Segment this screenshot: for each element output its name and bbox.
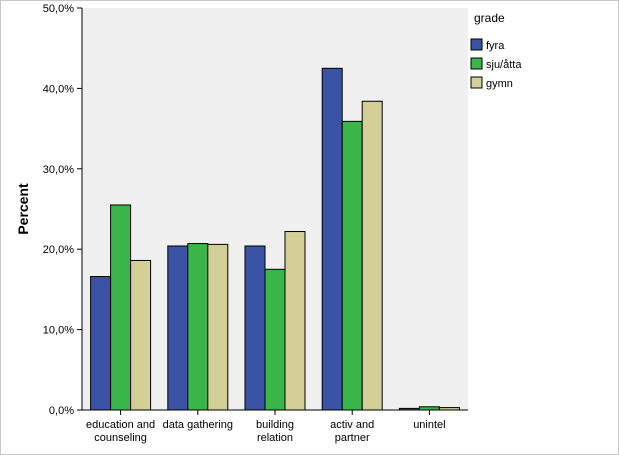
bar-gymn-2 — [284, 231, 306, 411]
legend-title: grade — [474, 11, 505, 25]
bar-gymn-3 — [361, 100, 383, 411]
x-category-label-line: unintel — [413, 419, 445, 431]
bar-fyra-2 — [244, 245, 266, 411]
x-category-label-line: counseling — [94, 432, 147, 444]
legend-label: sju/åtta — [486, 59, 522, 71]
bars — [90, 67, 460, 411]
y-tick-label: 0,0% — [49, 405, 74, 417]
legend-label: fyra — [486, 40, 505, 52]
x-category-label-line: building — [256, 419, 294, 431]
bar-fyra-3 — [321, 67, 343, 411]
x-category-label-line: education and — [86, 419, 155, 431]
x-category-label: data gathering — [163, 419, 233, 431]
y-tick-label: 50,0% — [43, 3, 74, 15]
legend-label: gymn — [486, 78, 513, 90]
x-category-label-line: data gathering — [163, 419, 233, 431]
y-tick-label: 30,0% — [43, 164, 74, 176]
x-axis: education and counseling data gathering bui… — [82, 409, 468, 444]
x-category-label-line: partner — [335, 432, 370, 444]
x-category-label: building relation — [256, 419, 294, 444]
x-category-label-line: activ and — [330, 419, 374, 431]
x-category-label: activ and partner — [330, 419, 374, 444]
bar-gymn-0 — [130, 259, 152, 411]
y-tick-label: 40,0% — [43, 83, 74, 95]
y-tick-label: 20,0% — [43, 244, 74, 256]
bar-gymn-1 — [207, 243, 229, 411]
bar-sju-tta-3 — [341, 120, 363, 411]
y-tick-label: 10,0% — [43, 325, 74, 337]
legend-swatch — [470, 76, 483, 89]
legend: grade fyra sju/åtta gymn — [470, 11, 522, 90]
y-axis: 0,0% 10,0% 20,0% 30,0% 40,0% 50,0% — [43, 3, 83, 417]
bar-sju-tta-0 — [110, 204, 132, 411]
legend-swatch — [470, 38, 483, 51]
y-axis-title: Percent — [15, 183, 31, 235]
bar-sju-tta-1 — [187, 243, 209, 411]
x-category-label: unintel — [413, 419, 445, 431]
x-category-label-line: relation — [257, 432, 293, 444]
x-category-label: education and counseling — [86, 419, 155, 444]
legend-swatch — [470, 57, 483, 70]
bar-sju-tta-2 — [264, 268, 286, 411]
bar-fyra-1 — [167, 245, 189, 411]
bar-fyra-0 — [90, 276, 112, 411]
